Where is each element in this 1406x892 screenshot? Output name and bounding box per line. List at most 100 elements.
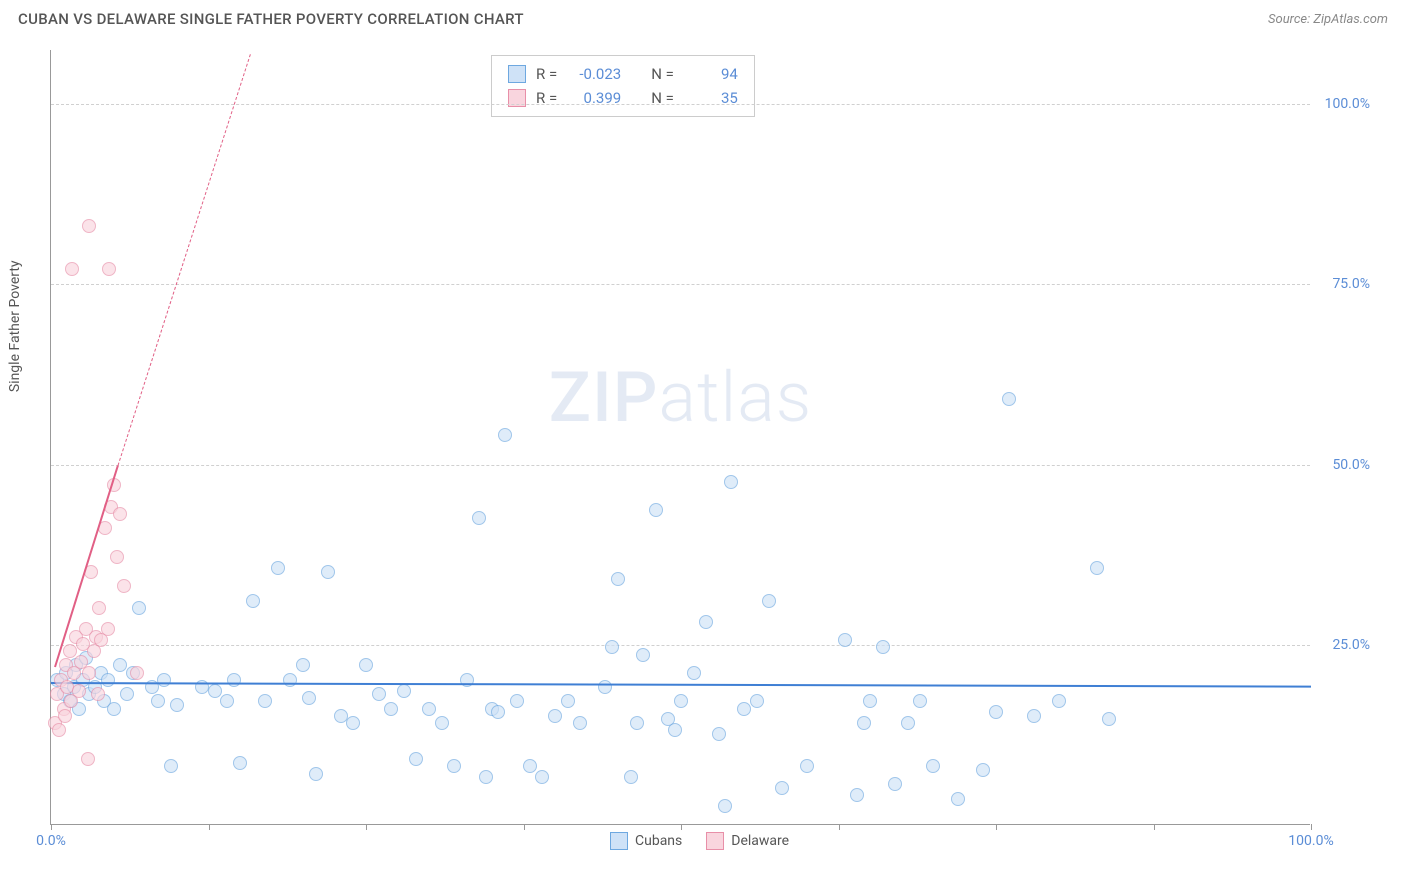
data-point: [548, 709, 562, 723]
legend-stats-row: R =-0.023N =94: [508, 62, 738, 86]
data-point: [857, 716, 871, 730]
data-point: [611, 572, 625, 586]
data-point: [775, 781, 789, 795]
data-point: [321, 565, 335, 579]
data-point: [989, 705, 1003, 719]
data-point: [561, 694, 575, 708]
legend-stats-box: R =-0.023N =94R =0.399N =35: [491, 55, 755, 117]
x-tick: [1154, 824, 1155, 830]
data-point: [233, 756, 247, 770]
data-point: [712, 727, 726, 741]
data-point: [82, 219, 96, 233]
data-point: [151, 694, 165, 708]
data-point: [58, 709, 72, 723]
data-point: [573, 716, 587, 730]
data-point: [246, 594, 260, 608]
data-point: [296, 658, 310, 672]
data-point: [674, 694, 688, 708]
data-point: [535, 770, 549, 784]
data-point: [630, 716, 644, 730]
data-point: [346, 716, 360, 730]
data-point: [1102, 712, 1116, 726]
data-point: [157, 673, 171, 687]
legend-stats-row: R =0.399N =35: [508, 86, 738, 110]
stat-r-value: -0.023: [567, 62, 621, 86]
x-tick: [839, 824, 840, 830]
x-tick: [366, 824, 367, 830]
data-point: [63, 644, 77, 658]
data-point: [102, 262, 116, 276]
data-point: [435, 716, 449, 730]
data-point: [901, 716, 915, 730]
data-point: [397, 684, 411, 698]
stat-r-value: 0.399: [567, 86, 621, 110]
y-tick-label: 100.0%: [1315, 96, 1370, 112]
data-point: [523, 759, 537, 773]
gridline: [51, 104, 1310, 105]
data-point: [72, 684, 86, 698]
data-point: [422, 702, 436, 716]
data-point: [302, 691, 316, 705]
data-point: [649, 503, 663, 517]
data-point: [491, 705, 505, 719]
data-point: [668, 723, 682, 737]
x-tick: [1311, 824, 1312, 830]
data-point: [472, 511, 486, 525]
gridline: [51, 465, 1310, 466]
stat-n-label: N =: [651, 62, 674, 86]
data-point: [1027, 709, 1041, 723]
data-point: [876, 640, 890, 654]
data-point: [107, 702, 121, 716]
chart-title: CUBAN VS DELAWARE SINGLE FATHER POVERTY …: [18, 10, 524, 28]
data-point: [699, 615, 713, 629]
data-point: [498, 428, 512, 442]
legend-item: Cubans: [610, 832, 682, 850]
data-point: [598, 680, 612, 694]
data-point: [208, 684, 222, 698]
y-axis-label: Single Father Poverty: [7, 260, 23, 392]
stat-n-label: N =: [651, 86, 674, 110]
stat-r-label: R =: [536, 86, 557, 110]
data-point: [724, 475, 738, 489]
legend-swatch: [706, 832, 724, 850]
data-point: [479, 770, 493, 784]
data-point: [605, 640, 619, 654]
x-tick: [51, 824, 52, 830]
data-point: [65, 262, 79, 276]
data-point: [1090, 561, 1104, 575]
data-point: [359, 658, 373, 672]
legend-bottom: Cubans Delaware: [610, 832, 789, 850]
data-point: [117, 579, 131, 593]
data-point: [372, 687, 386, 701]
data-point: [110, 550, 124, 564]
data-point: [863, 694, 877, 708]
data-point: [976, 763, 990, 777]
chart-container: Single Father Poverty ZIPatlas R =-0.023…: [50, 50, 1380, 850]
data-point: [913, 694, 927, 708]
gridline: [51, 645, 1310, 646]
data-point: [624, 770, 638, 784]
data-point: [92, 601, 106, 615]
x-tick-label: 0.0%: [36, 833, 66, 849]
data-point: [510, 694, 524, 708]
x-tick: [209, 824, 210, 830]
data-point: [132, 601, 146, 615]
data-point: [101, 673, 115, 687]
data-point: [271, 561, 285, 575]
x-tick: [681, 824, 682, 830]
x-tick: [524, 824, 525, 830]
data-point: [309, 767, 323, 781]
data-point: [1002, 392, 1016, 406]
data-point: [227, 673, 241, 687]
y-tick-label: 75.0%: [1315, 276, 1370, 292]
data-point: [130, 666, 144, 680]
data-point: [81, 752, 95, 766]
data-point: [838, 633, 852, 647]
data-point: [447, 759, 461, 773]
data-point: [737, 702, 751, 716]
x-tick-label: 100.0%: [1288, 833, 1333, 849]
data-point: [170, 698, 184, 712]
source-label: Source: ZipAtlas.com: [1268, 12, 1388, 27]
data-point: [120, 687, 134, 701]
legend-label: Delaware: [731, 833, 789, 849]
